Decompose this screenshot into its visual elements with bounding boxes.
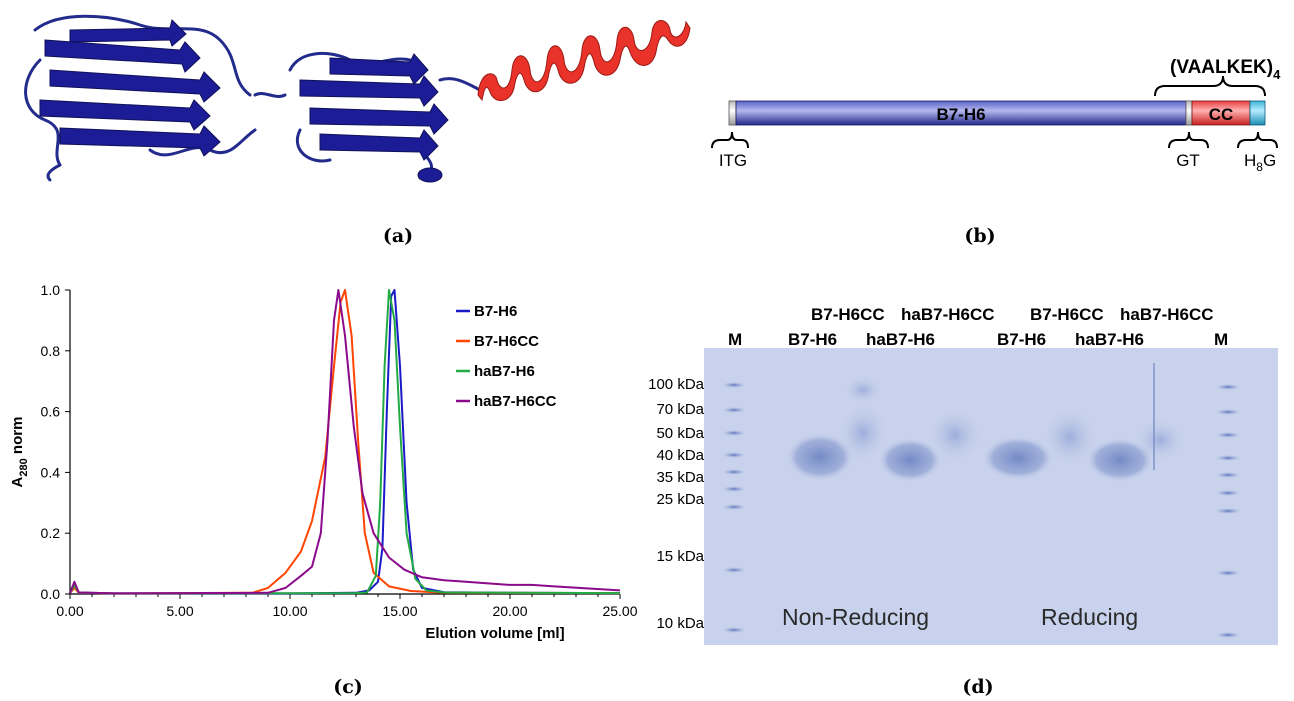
cc-domain bbox=[1191, 100, 1251, 126]
lane-label-b7h6cc-nr: B7-H6CC bbox=[811, 305, 885, 324]
b7h6-domain bbox=[735, 100, 1187, 126]
caption-c: (c) bbox=[333, 676, 363, 698]
lane-label-hab7h6cc-nr: haB7-H6CC bbox=[901, 305, 995, 324]
band-b7h6cc-r bbox=[1042, 407, 1098, 467]
series-line-hab7-h6cc bbox=[69, 289, 621, 595]
x-tick-label: 15.00 bbox=[382, 603, 417, 619]
gt-label: GT bbox=[1176, 151, 1200, 170]
y-tick-label: 0.0 bbox=[41, 586, 61, 602]
caption-b: (b) bbox=[964, 225, 996, 247]
legend-label-b7-h6: B7-H6 bbox=[474, 303, 517, 320]
x-tick-label: 5.00 bbox=[166, 603, 193, 619]
condition-non-reducing: Non-Reducing bbox=[782, 604, 930, 630]
gel-image bbox=[704, 348, 1278, 645]
lane-label-b7h6-r: B7-H6 bbox=[997, 330, 1047, 349]
itg-label: ITG bbox=[719, 151, 747, 170]
repeat-label: (VAALKEK) bbox=[1170, 57, 1273, 78]
svg-text:(VAALKEK)4: (VAALKEK)4 bbox=[1170, 57, 1281, 82]
marker-label: 10 kDa bbox=[656, 615, 704, 632]
h8g-segment bbox=[1249, 100, 1266, 126]
condition-reducing: Reducing bbox=[1041, 604, 1139, 630]
elution-chart: 0.00 5.00 10.00 15.00 20.00 25.00 0.0 0.2 0.4 0.6… bbox=[9, 282, 638, 642]
x-tick-label: 10.00 bbox=[272, 603, 307, 619]
panel-c: 0.00 5.00 10.00 15.00 20.00 25.00 0.0 0.2 0.4 0.6… bbox=[0, 275, 660, 660]
band-b7h6cc-nr-top bbox=[843, 376, 883, 404]
repeat-brace bbox=[1154, 75, 1266, 97]
marker-label: 35 kDa bbox=[656, 469, 704, 486]
b7h6-domain-label: B7-H6 bbox=[936, 105, 985, 124]
svg-text:H8G: H8G bbox=[1244, 151, 1276, 174]
marker-label: 25 kDa bbox=[656, 491, 704, 508]
band-hab7h6cc-r bbox=[1134, 418, 1186, 462]
band-hab7h6-nr bbox=[878, 438, 942, 482]
caption-d: (d) bbox=[962, 676, 994, 698]
panel-d: M B7-H6 B7-H6CC haB7-H6 haB7-H6CC B7-H6 … bbox=[648, 275, 1294, 660]
construct-schematic: B7-H6 CC (VAALKEK)4 ITG GT H8G bbox=[711, 57, 1281, 174]
band-b7h6-nr bbox=[786, 433, 854, 481]
x-tick-label: 0.00 bbox=[56, 603, 83, 619]
legend-label-b7-h6cc: B7-H6CC bbox=[474, 333, 539, 350]
y-tick-label: 1.0 bbox=[41, 282, 61, 298]
band-hab7h6cc-nr bbox=[927, 407, 983, 463]
x-tick-label: 20.00 bbox=[492, 603, 527, 619]
legend-label-hab7-h6cc: haB7-H6CC bbox=[474, 393, 557, 410]
y-tick-label: 0.4 bbox=[41, 464, 61, 480]
y-tick-label: 0.6 bbox=[41, 404, 61, 420]
repeat-subscript: 4 bbox=[1273, 67, 1281, 82]
band-b7h6cc-nr bbox=[837, 403, 889, 463]
lane-label-b7h6-nr: B7-H6 bbox=[788, 330, 838, 349]
h8g-g: G bbox=[1263, 151, 1276, 170]
marker-lane-left bbox=[722, 382, 746, 633]
marker-label: 70 kDa bbox=[656, 401, 704, 418]
gt-segment bbox=[1185, 100, 1193, 126]
legend-label-hab7-h6: haB7-H6 bbox=[474, 363, 535, 380]
itg-brace bbox=[711, 131, 749, 149]
x-axis-label: Elution volume [ml] bbox=[425, 625, 564, 642]
lane-label-m-right: M bbox=[1214, 330, 1229, 349]
marker-label: 100 kDa bbox=[648, 376, 704, 393]
h8g-h: H bbox=[1244, 151, 1256, 170]
lane-label-b7h6cc-r: B7-H6CC bbox=[1030, 305, 1104, 324]
y-tick-label: 0.2 bbox=[41, 525, 61, 541]
h8g-sub: 8 bbox=[1256, 160, 1263, 174]
marker-label: 40 kDa bbox=[656, 447, 704, 464]
panel-a bbox=[0, 0, 700, 210]
itg-segment bbox=[728, 100, 737, 126]
gel-background bbox=[704, 348, 1278, 645]
protein-structure-illustration bbox=[24, 14, 691, 183]
lane-label-hab7h6cc-r: haB7-H6CC bbox=[1120, 305, 1214, 324]
marker-label: 15 kDa bbox=[656, 548, 704, 565]
marker-lane-right bbox=[1215, 384, 1241, 638]
x-tick-label: 25.00 bbox=[602, 603, 637, 619]
panel-b: B7-H6 CC (VAALKEK)4 ITG GT H8G bbox=[700, 0, 1294, 210]
y-tick-label: 0.8 bbox=[41, 343, 61, 359]
h8g-brace bbox=[1237, 131, 1278, 149]
y-axis-label: A280 norm bbox=[9, 417, 30, 488]
lane-label-hab7h6-nr: haB7-H6 bbox=[866, 330, 935, 349]
lane-label-hab7h6-r: haB7-H6 bbox=[1075, 330, 1144, 349]
marker-label: 50 kDa bbox=[656, 425, 704, 442]
band-b7h6-r bbox=[982, 436, 1054, 480]
gt-brace bbox=[1168, 131, 1209, 149]
caption-a: (a) bbox=[382, 225, 414, 247]
lane-label-m-left: M bbox=[728, 330, 743, 349]
cc-domain-label: CC bbox=[1209, 105, 1234, 124]
